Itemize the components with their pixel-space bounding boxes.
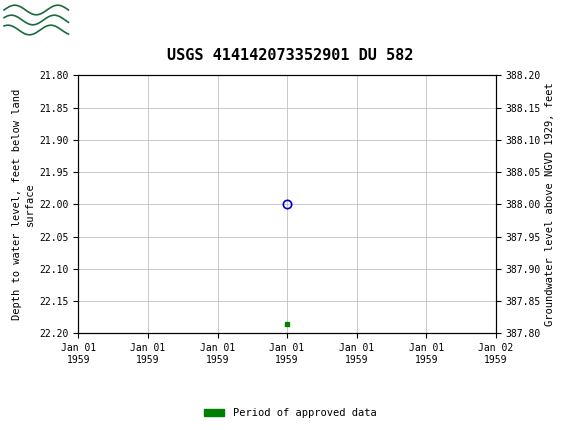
Bar (3, 3, 70, 37)
Legend: Period of approved data: Period of approved data (200, 404, 380, 423)
Text: USGS 414142073352901 DU 582: USGS 414142073352901 DU 582 (167, 49, 413, 64)
Y-axis label: Groundwater level above NGVD 1929, feet: Groundwater level above NGVD 1929, feet (545, 83, 555, 326)
Y-axis label: Depth to water level, feet below land
surface: Depth to water level, feet below land su… (12, 89, 35, 320)
Text: USGS: USGS (78, 11, 122, 29)
